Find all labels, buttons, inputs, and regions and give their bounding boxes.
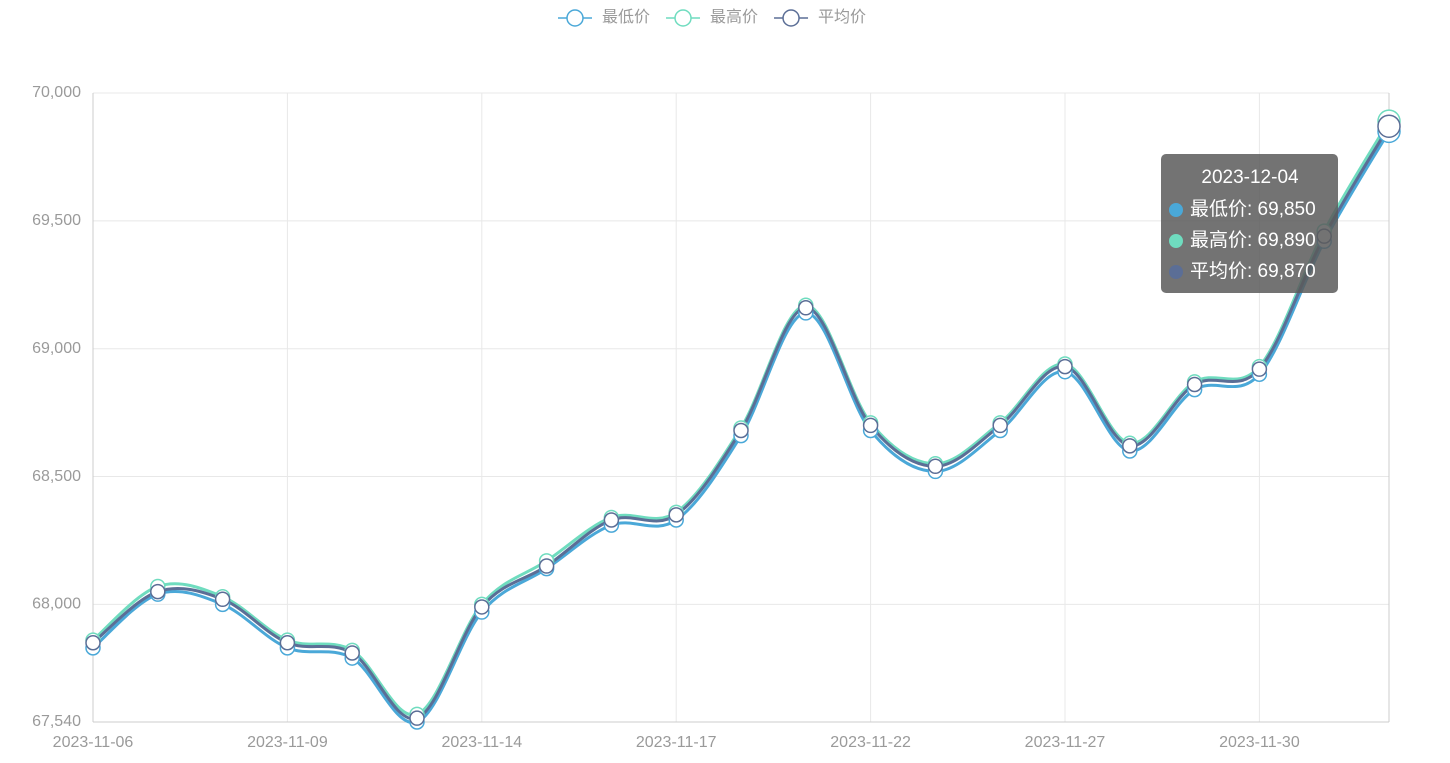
y-tick-label: 70,000: [32, 84, 81, 101]
data-point: [603, 512, 620, 528]
x-tick-label: 2023-11-14: [441, 734, 522, 751]
data-point: [1122, 438, 1138, 454]
tooltip-marker: [1169, 265, 1183, 279]
y-tick-label: 68,000: [32, 596, 81, 613]
data-point: [1251, 361, 1268, 377]
data-point: [1057, 358, 1073, 375]
data-point: [798, 300, 814, 316]
data-point: [733, 422, 749, 439]
y-tick-label: 69,500: [32, 212, 81, 229]
y-tick-label: 68,500: [32, 468, 81, 485]
tooltip-marker: [1169, 203, 1183, 217]
tooltip-box: [1161, 154, 1338, 293]
data-point: [409, 710, 425, 726]
x-tick-label: 2023-11-27: [1025, 734, 1106, 751]
data-point: [344, 645, 360, 661]
tooltip-title: 2023-12-04: [1201, 167, 1299, 188]
y-tick-label: 67,540: [32, 713, 81, 730]
tooltip: 2023-12-04 最低价: 69,850 最高价: 69,890 平均价: 69,…: [1161, 154, 1338, 293]
data-point: [1377, 114, 1401, 138]
tooltip-row: 最低价: 69,850: [1190, 198, 1316, 220]
legend-marker: [566, 9, 584, 27]
data-point: [1186, 376, 1203, 393]
legend-marker: [782, 9, 800, 27]
x-tick-label: 2023-11-22: [830, 734, 911, 751]
data-point: [992, 417, 1008, 434]
legend-marker: [674, 9, 692, 27]
y-tick-label: 69,000: [32, 340, 81, 357]
data-point: [279, 634, 296, 651]
tooltip-marker: [1169, 234, 1183, 248]
data-point: [862, 417, 879, 434]
data-point: [85, 634, 101, 651]
legend-label: 最高价: [710, 8, 758, 26]
x-tick-label: 2023-11-17: [636, 734, 717, 751]
data-point: [668, 507, 684, 523]
legend-label: 平均价: [818, 8, 866, 26]
x-tick-label: 2023-11-30: [1219, 734, 1300, 751]
data-point: [927, 458, 944, 475]
data-point: [538, 558, 555, 574]
legend: 最低价 最高价 平均价: [558, 8, 866, 27]
tooltip-row: 平均价: 69,870: [1190, 260, 1316, 282]
data-point: [214, 591, 231, 608]
tooltip-row: 最高价: 69,890: [1190, 229, 1316, 251]
x-tick-label: 2023-11-09: [247, 734, 328, 751]
data-point: [474, 599, 490, 615]
x-tick-label: 2023-11-06: [53, 734, 134, 751]
legend-label: 最低价: [602, 8, 650, 26]
data-point: [150, 583, 166, 600]
